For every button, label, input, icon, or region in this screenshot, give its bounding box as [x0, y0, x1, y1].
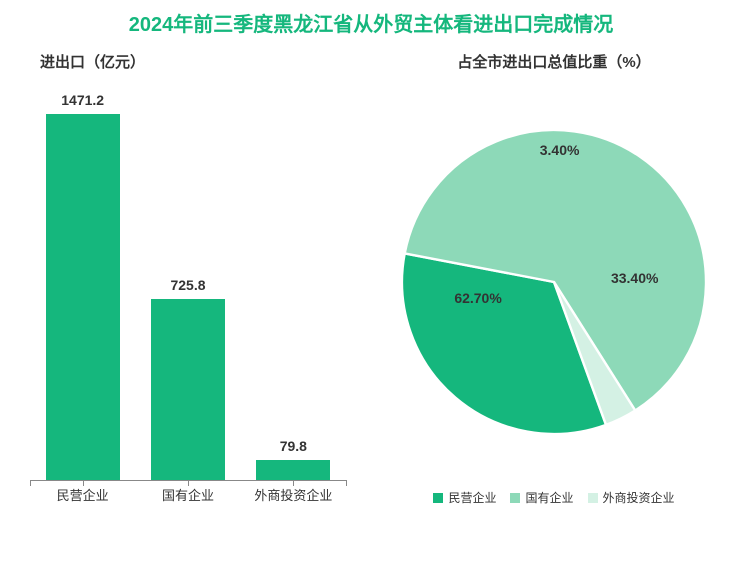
legend-label: 外商投资企业	[603, 489, 675, 506]
bar-label: 国有企业	[135, 485, 240, 504]
pie-subtitle: 占全市进出口总值比重（%）	[376, 51, 732, 72]
bar-label: 民营企业	[30, 485, 135, 504]
legend-item: 外商投资企业	[588, 489, 675, 506]
pie-slice-label: 62.70%	[454, 290, 501, 306]
bar-value: 725.8	[170, 277, 205, 293]
bar	[46, 114, 120, 480]
legend-label: 民营企业	[448, 489, 496, 506]
bar-label: 外商投资企业	[241, 485, 346, 504]
bar-plot: 1471.2 725.8 79.8	[30, 82, 346, 481]
bar-subtitle: 进出口（亿元）	[40, 51, 366, 72]
pie-slice-label: 3.40%	[540, 142, 580, 158]
legend-swatch	[433, 493, 443, 503]
legend-label: 国有企业	[525, 489, 573, 506]
bar-xaxis: 民营企业国有企业外商投资企业	[30, 485, 346, 504]
bar	[151, 299, 225, 480]
bar-panel: 进出口（亿元） 1471.2725.879.8 民营企业国有企业外商投资企业	[10, 37, 366, 482]
legend-swatch	[510, 493, 520, 503]
bar-slot: 1471.2	[30, 82, 135, 480]
pie-slice-label: 33.40%	[611, 270, 658, 286]
bar-value: 1471.2	[61, 92, 104, 108]
bar-slot: 725.8	[135, 82, 240, 480]
pie-panel: 占全市进出口总值比重（%） 民营企业国有企业外商投资企业 33.40%62.70…	[376, 37, 732, 482]
panels: 进出口（亿元） 1471.2725.879.8 民营企业国有企业外商投资企业 占…	[0, 37, 742, 482]
legend-item: 民营企业	[433, 489, 496, 506]
pie-legend: 民营企业 国有企业 外商投资企业	[376, 489, 732, 506]
legend-swatch	[588, 493, 598, 503]
legend-item: 国有企业	[510, 489, 573, 506]
pie-chart: 民营企业国有企业外商投资企业 33.40%62.70%3.40%	[376, 82, 732, 482]
bar-chart: 1471.2725.879.8 民营企业国有企业外商投资企业	[10, 82, 366, 482]
page-title: 2024年前三季度黑龙江省从外贸主体看进出口完成情况	[0, 0, 742, 37]
bar	[256, 460, 330, 480]
bar-value: 79.8	[280, 438, 307, 454]
bar-slot: 79.8	[241, 82, 346, 480]
pie-svg	[394, 122, 714, 442]
